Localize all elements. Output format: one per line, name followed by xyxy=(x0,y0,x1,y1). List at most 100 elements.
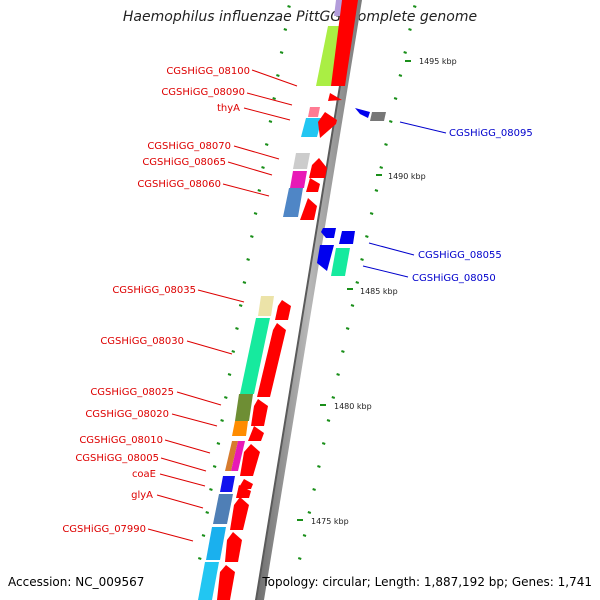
track-tick xyxy=(287,5,291,8)
track-tick xyxy=(365,235,369,238)
gene-label[interactable]: CGSHiGG_08005 xyxy=(75,453,159,464)
feature-box xyxy=(206,527,226,560)
label-connector xyxy=(159,473,206,487)
gene-label[interactable]: CGSHiGG_08060 xyxy=(137,179,221,190)
forward-gene-arrow xyxy=(318,112,337,138)
track-tick xyxy=(209,488,213,491)
gene-label[interactable]: glyA xyxy=(131,490,153,501)
forward-gene-arrow xyxy=(306,178,320,192)
gene-label[interactable]: CGSHiGG_08010 xyxy=(79,435,163,446)
forward-gene-arrow xyxy=(248,426,264,441)
track-tick xyxy=(246,258,250,261)
gene-label[interactable]: CGSHiGG_08050 xyxy=(412,273,496,284)
scale-label: 1490 kbp xyxy=(388,172,426,181)
feature-box xyxy=(225,441,238,471)
track-tick xyxy=(242,281,247,284)
label-connector xyxy=(227,161,273,176)
label-connector xyxy=(246,92,293,106)
forward-gene-arrow xyxy=(309,158,327,178)
track-tick xyxy=(227,373,232,376)
track-tick xyxy=(205,511,210,514)
track-tick xyxy=(235,327,239,330)
forward-gene-arrow xyxy=(275,300,291,320)
track-tick xyxy=(279,51,284,54)
gene-labels-right: CGSHiGG_08095 CGSHiGG_08055 CGSHiGG_0805… xyxy=(412,128,533,284)
gene-label[interactable]: CGSHiGG_08020 xyxy=(85,409,169,420)
gene-label[interactable]: CGSHiGG_08030 xyxy=(100,336,184,347)
track-tick xyxy=(408,28,412,31)
track-tick xyxy=(261,166,265,169)
gene-label[interactable]: CGSHiGG_08035 xyxy=(112,285,196,296)
track-tick xyxy=(393,97,398,100)
feature-box xyxy=(231,441,245,471)
gene-label[interactable]: CGSHiGG_08070 xyxy=(147,141,231,152)
track-tick xyxy=(398,74,403,77)
forward-gene-arrow xyxy=(236,485,251,498)
forward-gene-arrow xyxy=(217,565,235,600)
forward-strand-track xyxy=(217,0,358,600)
reverse-strand-track xyxy=(317,108,386,271)
track-tick xyxy=(355,281,360,284)
scale-labels: 1495 kbp 1490 kbp 1485 kbp 1480 kbp 1475… xyxy=(297,57,457,526)
label-connector xyxy=(222,183,270,197)
feature-box xyxy=(290,171,307,188)
track-tick xyxy=(312,488,316,491)
gene-label[interactable]: CGSHiGG_08025 xyxy=(90,387,174,398)
track-tick xyxy=(374,189,379,192)
label-connector xyxy=(243,107,291,121)
track-tick xyxy=(360,258,364,261)
feature-box xyxy=(220,476,235,492)
gene-label[interactable]: CGSHiGG_07990 xyxy=(62,524,146,535)
track-tick xyxy=(403,51,407,54)
reverse-gene-arrow xyxy=(370,112,386,121)
forward-gene-arrow xyxy=(328,93,342,101)
gene-label[interactable]: CGSHiGG_08100 xyxy=(166,66,250,77)
track-tick xyxy=(384,143,388,146)
track-tick xyxy=(216,442,221,445)
track-tick xyxy=(276,74,280,77)
feature-box xyxy=(213,494,233,524)
label-connector xyxy=(197,289,245,303)
track-tick xyxy=(317,465,321,468)
gene-label[interactable]: thyA xyxy=(217,103,240,114)
tick-tracks xyxy=(197,5,417,560)
forward-gene-arrow xyxy=(300,198,317,220)
forward-gene-arrow xyxy=(251,399,268,426)
track-tick xyxy=(250,235,254,238)
track-tick xyxy=(297,557,302,560)
track-tick xyxy=(220,419,224,422)
label-connector xyxy=(164,439,211,454)
label-connector xyxy=(186,340,233,355)
track-tick xyxy=(253,212,258,215)
track-tick xyxy=(272,97,276,100)
label-connector xyxy=(171,413,218,427)
track-tick xyxy=(388,120,393,123)
track-tick xyxy=(264,143,269,146)
forward-gene-arrow xyxy=(331,0,358,86)
gene-label[interactable]: coaE xyxy=(132,469,156,480)
map-title: Haemophilus influenzae PittGG, complete … xyxy=(122,9,478,25)
gene-labels-left: CGSHiGG_08100 CGSHiGG_08090 thyA CGSHiGG… xyxy=(62,66,250,535)
gene-label[interactable]: CGSHiGG_08090 xyxy=(161,87,245,98)
track-tick xyxy=(201,534,206,537)
track-tick xyxy=(307,511,312,514)
track-tick xyxy=(224,396,228,399)
scale-label: 1485 kbp xyxy=(360,287,398,296)
track-tick xyxy=(321,442,326,445)
forward-gene-arrow xyxy=(240,444,260,476)
gene-label[interactable]: CGSHiGG_08065 xyxy=(142,157,226,168)
track-tick xyxy=(336,373,340,376)
track-tick xyxy=(345,327,350,330)
genome-backbone-edge xyxy=(255,0,355,600)
reverse-gene-arrow xyxy=(321,228,336,238)
forward-gene-arrow xyxy=(230,497,249,530)
label-connector xyxy=(156,494,204,509)
reverse-gene-arrow xyxy=(339,231,355,244)
track-tick xyxy=(341,350,345,353)
feature-box xyxy=(198,562,219,600)
reverse-gene-arrow xyxy=(355,108,370,118)
feature-box xyxy=(240,318,270,394)
gene-label[interactable]: CGSHiGG_08095 xyxy=(449,128,533,139)
gene-label[interactable]: CGSHiGG_08055 xyxy=(418,250,502,261)
